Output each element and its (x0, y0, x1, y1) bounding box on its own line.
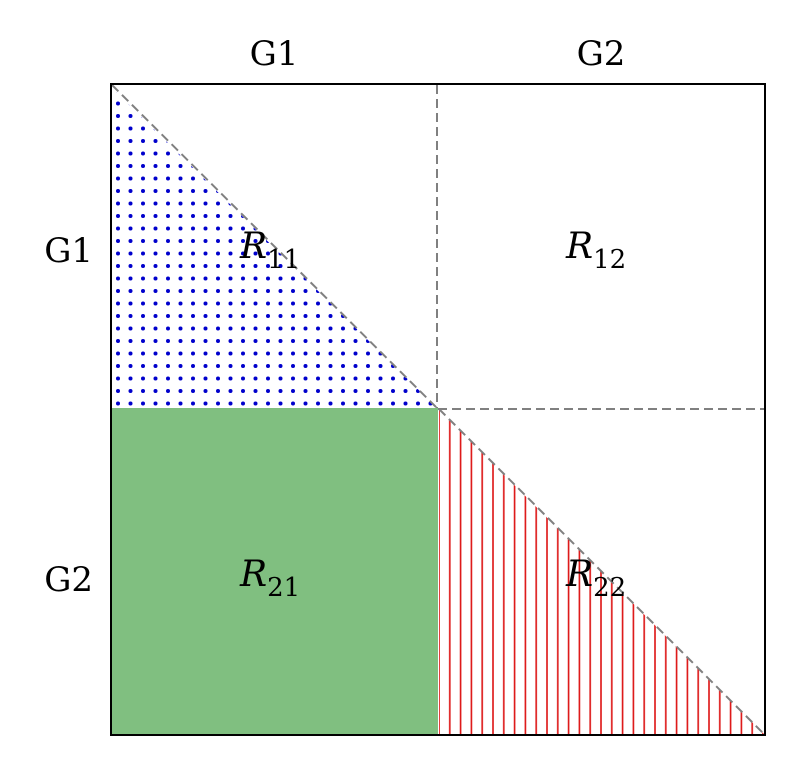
region-label-r22-sub: 22 (593, 573, 626, 603)
diagonal-lower (438, 408, 765, 735)
region-label-r12-sub: 12 (593, 245, 626, 275)
region-label-r22-letter: R (565, 554, 593, 595)
column-label-g2: G2 (577, 34, 626, 74)
row-label-g2: G2 (44, 560, 93, 600)
region-label-r22: R22 (565, 554, 626, 603)
region-r21-fill (111, 408, 438, 735)
region-label-r11-sub: 11 (267, 245, 300, 275)
region-label-r12-letter: R (565, 226, 593, 267)
column-label-g1: G1 (250, 34, 299, 74)
matrix-frame (110, 83, 766, 736)
region-label-r21-letter: R (239, 554, 267, 595)
region-label-r11-letter: R (239, 226, 267, 267)
diagonal-upper (111, 84, 438, 409)
row-label-g1: G1 (44, 231, 93, 271)
region-label-r21: R21 (239, 554, 300, 603)
region-label-r12: R12 (565, 226, 626, 275)
region-label-r11: R11 (239, 226, 300, 275)
region-label-r21-sub: 21 (267, 573, 300, 603)
